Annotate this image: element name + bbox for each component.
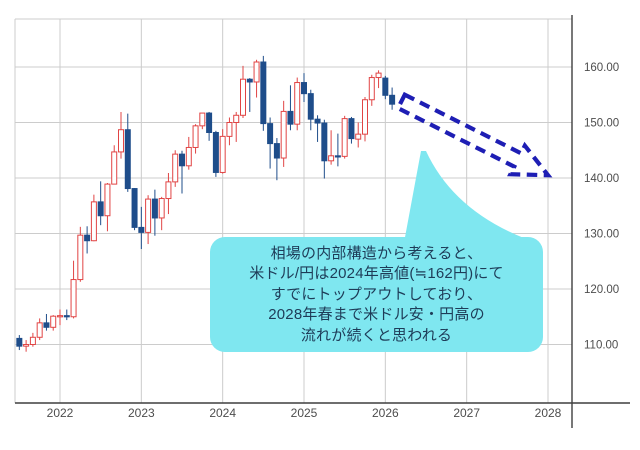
x-axis-tick-labels: 2022 2023 2024 2025 2026 2027 2028 (47, 406, 562, 420)
y-axis-tick-labels: 160.00 150.00 140.00 130.00 120.00 110.00 (584, 62, 619, 352)
annotation-line: 米ドル/円は2024年高値(≒162円)にて (249, 265, 504, 283)
candles (16, 55, 396, 352)
speech-bubble-shape (210, 151, 543, 352)
forecast-arrow (395, 91, 553, 178)
annotation-line: 流れが続くと思われる (300, 326, 453, 344)
axis-lines (15, 15, 630, 428)
svg-text:2023: 2023 (128, 406, 155, 420)
annotation-bubble: 相場の内部構造から考えると、 米ドル/円は2024年高値(≒162円)にて すで… (211, 240, 542, 350)
annotation-line: 相場の内部構造から考えると、 (270, 244, 483, 262)
svg-text:160.00: 160.00 (584, 62, 619, 74)
svg-text:2028: 2028 (535, 406, 562, 420)
annotation-line: 2028年春まで米ドル安・円高の (268, 306, 485, 324)
svg-text:150.00: 150.00 (584, 118, 619, 130)
annotation-line: すでにトップアウトしており、 (270, 285, 483, 303)
svg-text:2026: 2026 (372, 406, 399, 420)
svg-text:130.00: 130.00 (584, 229, 619, 241)
svg-text:120.00: 120.00 (584, 284, 619, 296)
svg-text:2024: 2024 (209, 406, 236, 420)
svg-text:110.00: 110.00 (584, 340, 618, 352)
svg-text:2027: 2027 (453, 406, 480, 420)
svg-text:140.00: 140.00 (584, 173, 619, 185)
svg-text:2025: 2025 (291, 406, 318, 420)
svg-text:2022: 2022 (47, 406, 74, 420)
